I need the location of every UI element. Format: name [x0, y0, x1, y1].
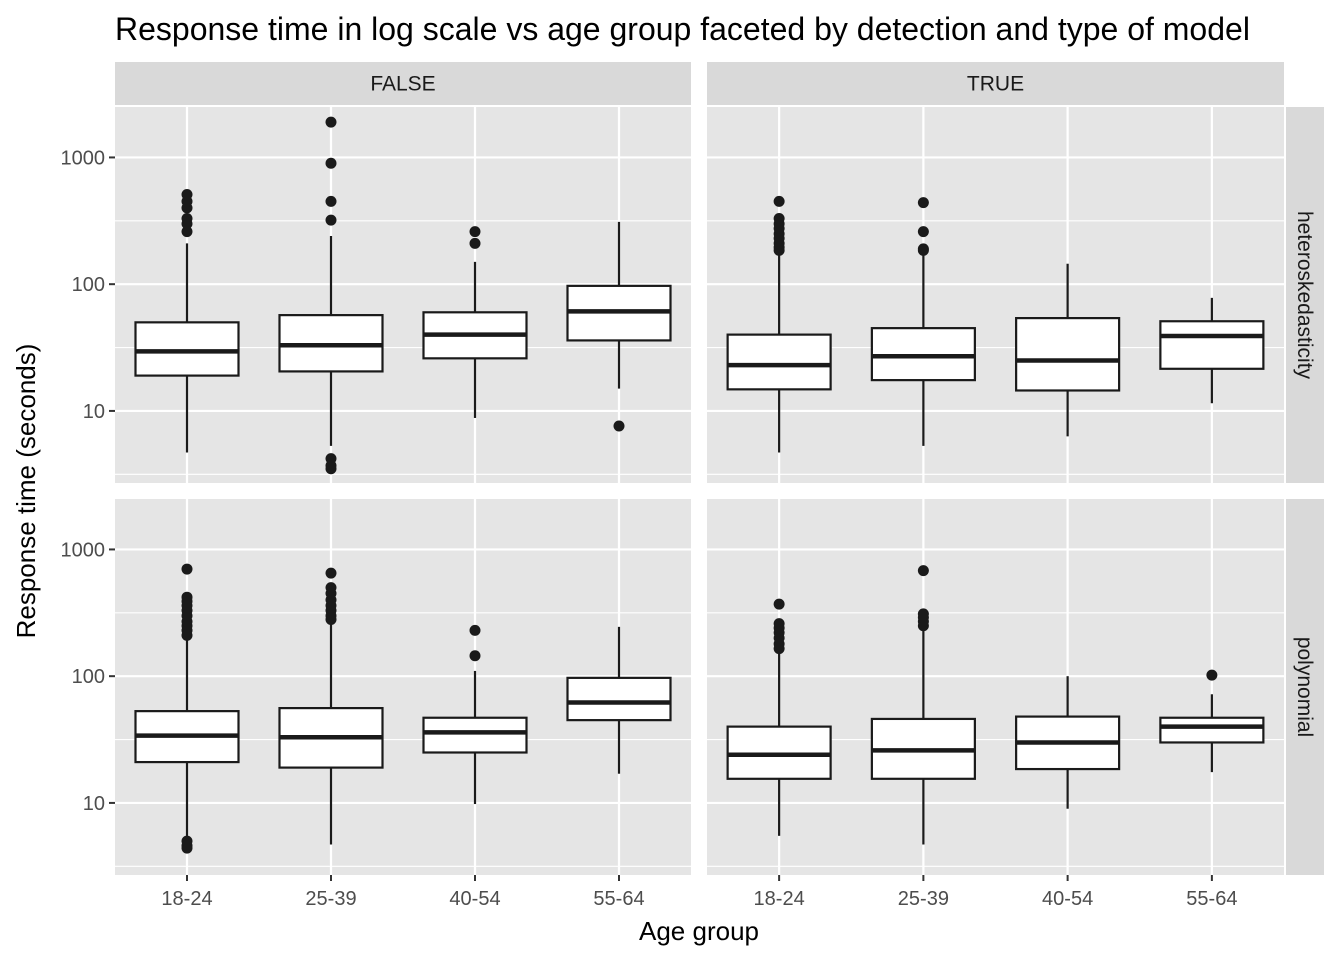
- boxplot-18-24: [134, 189, 240, 453]
- boxplot-40-54: [422, 226, 528, 418]
- boxplot-40-54: [1015, 676, 1121, 809]
- outlier-point: [773, 598, 785, 610]
- box-iqr: [566, 676, 672, 722]
- outlier-point: [325, 567, 337, 579]
- strip-label-polynomial: polynomial: [1293, 637, 1316, 737]
- y-axis-title: Response time (seconds): [11, 344, 41, 639]
- outlier-point: [469, 226, 481, 238]
- strip-label-heteroskedasticity: heteroskedasticity: [1293, 211, 1316, 380]
- outlier-point: [181, 212, 193, 224]
- strip-true: [707, 62, 1284, 105]
- y-tick-label: 100: [72, 666, 105, 688]
- x-tick-label: 55-64: [593, 888, 644, 910]
- boxplot-18-24: [134, 563, 240, 854]
- strip-label-true: TRUE: [967, 73, 1024, 96]
- x-tick-label: 40-54: [1042, 888, 1093, 910]
- strip-false: [115, 62, 691, 105]
- panel-true-heteroskedasticity: [707, 107, 1284, 483]
- facet-strips: FALSE TRUE heteroskedasticity polynomial: [115, 62, 1324, 875]
- boxplot-55-64: [1159, 297, 1265, 404]
- boxplot-18-24: [726, 195, 832, 453]
- y-tick-label: 10: [83, 401, 105, 423]
- outlier-point: [469, 624, 481, 636]
- x-tick-label: 40-54: [449, 888, 500, 910]
- x-tick-label: 18-24: [754, 888, 805, 910]
- outlier-point: [917, 197, 929, 209]
- box-iqr: [1015, 317, 1121, 392]
- outlier-point: [917, 226, 929, 238]
- facet-panels: [115, 107, 1284, 875]
- boxplot-55-64: [566, 221, 672, 432]
- y-tick-label: 1000: [61, 539, 106, 561]
- boxplot-40-54: [422, 624, 528, 805]
- outlier-point: [917, 565, 929, 577]
- panel-background: [707, 107, 1284, 483]
- y-tick-label: 1000: [61, 147, 106, 169]
- x-axis-title: Age group: [639, 916, 759, 946]
- y-tick-label: 100: [72, 274, 105, 296]
- box-iqr: [134, 321, 240, 377]
- boxplot-25-39: [278, 116, 384, 475]
- outlier-point: [325, 214, 337, 226]
- outlier-point: [325, 582, 337, 594]
- outlier-point: [181, 189, 193, 201]
- boxplot-25-39: [870, 565, 976, 845]
- boxplots-true-polynomial: [726, 565, 1265, 845]
- boxplots-false-heteroskedasticity: [134, 116, 672, 475]
- outlier-point: [325, 157, 337, 169]
- outlier-point: [469, 650, 481, 662]
- outlier-point: [773, 212, 785, 224]
- x-tick-label: 25-39: [898, 888, 949, 910]
- outlier-point: [181, 563, 193, 575]
- boxplot-25-39: [870, 197, 976, 446]
- outlier-point: [917, 243, 929, 255]
- outlier-point: [325, 195, 337, 207]
- outlier-point: [613, 420, 625, 432]
- x-tick-label: 25-39: [305, 888, 356, 910]
- strip-polynomial: [1286, 499, 1324, 875]
- box-iqr: [726, 333, 832, 391]
- y-tick-label: 10: [83, 793, 105, 815]
- boxplot-55-64: [1159, 669, 1265, 773]
- boxplot-18-24: [726, 598, 832, 836]
- boxplot-55-64: [566, 626, 672, 774]
- box-iqr: [1159, 320, 1265, 370]
- outlier-point: [325, 453, 337, 465]
- boxplots-false-polynomial: [134, 563, 672, 854]
- outlier-point: [181, 835, 193, 847]
- outlier-point: [181, 226, 193, 238]
- strip-heteroskedasticity: [1286, 107, 1324, 483]
- x-tick-label: 18-24: [161, 888, 212, 910]
- chart-title: Response time in log scale vs age group …: [115, 11, 1250, 47]
- boxplot-40-54: [1015, 263, 1121, 437]
- boxplot-25-39: [278, 567, 384, 845]
- outlier-point: [181, 591, 193, 603]
- outlier-point: [917, 608, 929, 620]
- panel-true-polynomial: [707, 499, 1284, 875]
- box-iqr: [1159, 716, 1265, 744]
- outlier-point: [773, 195, 785, 207]
- outlier-point: [1206, 669, 1218, 681]
- x-tick-label: 55-64: [1186, 888, 1237, 910]
- outlier-point: [325, 116, 337, 128]
- outlier-point: [773, 618, 785, 630]
- boxplots-true-heteroskedasticity: [726, 195, 1265, 453]
- panel-background: [707, 499, 1284, 875]
- strip-label-false: FALSE: [370, 73, 435, 96]
- axes: 10 100 1000 10 100 1000 18-24 25-39 40-54 55-64 18…: [61, 147, 1238, 910]
- box-iqr: [422, 716, 528, 754]
- outlier-point: [469, 237, 481, 249]
